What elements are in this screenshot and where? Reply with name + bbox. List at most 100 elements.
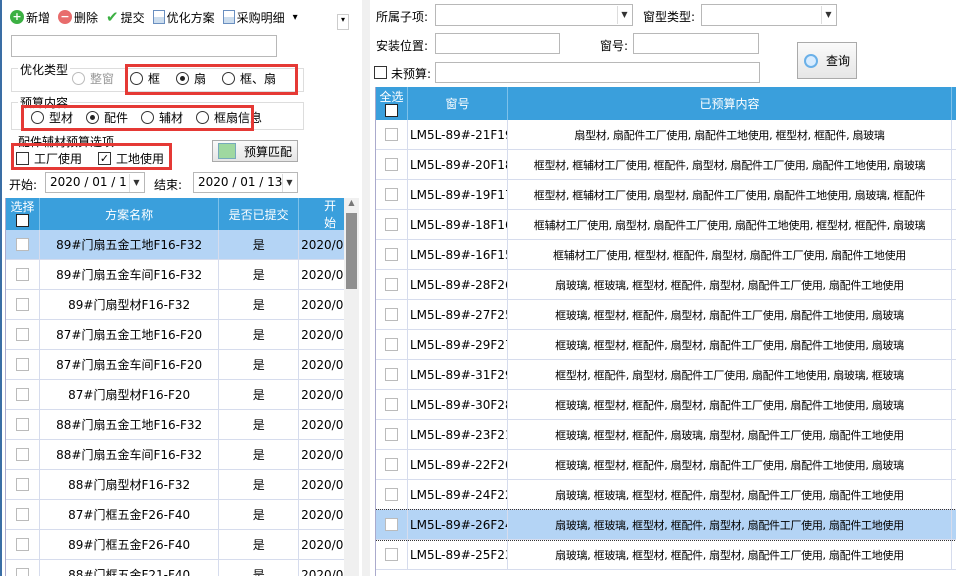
table-row[interactable]: LM5L-89#-26F24 扇玻璃, 框玻璃, 框型材, 框配件, 扇型材, 扇…: [376, 509, 956, 541]
row-select-cell[interactable]: [6, 230, 40, 259]
budget-option-0[interactable]: 型材: [31, 109, 73, 126]
toolbar-button-2[interactable]: ✔ 提交: [106, 8, 145, 26]
chevron-down-icon[interactable]: ▼: [821, 6, 835, 24]
row-select-cell[interactable]: [6, 380, 40, 409]
table-row[interactable]: LM5L-89#-30F28 框玻璃, 框型材, 框配件, 扇型材, 扇配件工厂使…: [376, 390, 956, 420]
table-row[interactable]: LM5L-89#-29F27 框玻璃, 框型材, 框配件, 扇型材, 扇配件工厂使…: [376, 330, 956, 360]
row-select-cell[interactable]: [6, 560, 40, 576]
row-select-cell[interactable]: [376, 330, 408, 359]
row-checkbox[interactable]: [385, 308, 398, 321]
radio-button[interactable]: [86, 111, 100, 124]
select-all-checkbox[interactable]: [385, 103, 398, 117]
toolbar-more-icon[interactable]: ▾: [292, 11, 298, 23]
budget-match-button[interactable]: 预算匹配: [212, 140, 298, 162]
splitter[interactable]: [362, 0, 370, 576]
scrollbar[interactable]: ▲: [344, 198, 359, 576]
table-row[interactable]: 87#门框五金F26-F40 是 2020/0: [6, 500, 345, 530]
plan-name-input[interactable]: [11, 35, 277, 57]
row-checkbox[interactable]: [15, 478, 29, 491]
row-checkbox[interactable]: [15, 298, 29, 311]
toolbar-button-4[interactable]: 采购明细: [222, 9, 285, 26]
row-checkbox[interactable]: [15, 568, 29, 576]
table-row[interactable]: 89#门扇五金车间F16-F32 是 2020/0: [6, 260, 345, 290]
table-row[interactable]: 88#门框五金F21-F40 是 2020/0: [6, 560, 345, 576]
accessory-option-1[interactable]: ✓ 工地使用: [98, 152, 165, 166]
opt_type-option-2[interactable]: 扇: [176, 70, 206, 87]
radio-button[interactable]: [222, 72, 236, 85]
row-select-cell[interactable]: [6, 530, 40, 559]
chevron-down-icon[interactable]: ▼: [129, 174, 143, 192]
row-select-cell[interactable]: [376, 240, 408, 269]
table-row[interactable]: LM5L-89#-19F17 框型材, 框辅材工厂使用, 扇型材, 扇配件工厂使用…: [376, 180, 956, 210]
radio-button[interactable]: [141, 111, 155, 124]
budget-option-3[interactable]: 框扇信息: [196, 109, 262, 126]
row-select-cell[interactable]: [6, 440, 40, 469]
table-row[interactable]: 89#门框五金F26-F40 是 2020/0: [6, 530, 345, 560]
table-row[interactable]: LM5L-89#-16F15 框辅材工厂使用, 框型材, 框配件, 扇型材, 扇配…: [376, 240, 956, 270]
row-select-cell[interactable]: [376, 510, 408, 539]
budget-option-2[interactable]: 辅材: [141, 109, 183, 126]
col-window-no[interactable]: 窗号: [408, 87, 508, 120]
toolbar-button-3[interactable]: 优化方案: [152, 9, 215, 26]
row-select-cell[interactable]: [376, 150, 408, 179]
row-checkbox[interactable]: [385, 488, 398, 501]
table-row[interactable]: LM5L-89#-18F16 框辅材工厂使用, 扇型材, 扇配件工厂使用, 扇配件…: [376, 210, 956, 240]
table-row[interactable]: LM5L-89#-22F20 框玻璃, 框型材, 框配件, 扇型材, 扇配件工厂使…: [376, 450, 956, 480]
start-date-picker[interactable]: 2020 / 01 / 1 ▼: [45, 172, 145, 193]
table-row[interactable]: LM5L-89#-27F25 框玻璃, 框型材, 框配件, 扇型材, 扇配件工厂使…: [376, 300, 956, 330]
row-checkbox[interactable]: [385, 368, 398, 381]
row-checkbox[interactable]: [15, 538, 29, 551]
row-checkbox[interactable]: [15, 448, 29, 461]
table-row[interactable]: 88#门扇五金车间F16-F32 是 2020/0: [6, 440, 345, 470]
radio-button[interactable]: [130, 72, 144, 85]
end-date-picker[interactable]: 2020 / 01 / 13 ▼: [193, 172, 298, 193]
select-all-checkbox[interactable]: [15, 214, 29, 227]
row-select-cell[interactable]: [376, 270, 408, 299]
col-start[interactable]: 开始: [299, 198, 345, 230]
row-select-cell[interactable]: [6, 320, 40, 349]
location-input[interactable]: [435, 33, 560, 54]
toolbar-button-1[interactable]: − 删除: [58, 9, 98, 26]
chevron-down-icon[interactable]: ▼: [282, 174, 296, 192]
row-select-cell[interactable]: [376, 420, 408, 449]
table-row[interactable]: LM5L-89#-23F21 框玻璃, 框型材, 框配件, 扇玻璃, 扇型材, 扇…: [376, 420, 956, 450]
row-select-cell[interactable]: [6, 350, 40, 379]
table-row[interactable]: 87#门扇型材F16-F20 是 2020/0: [6, 380, 345, 410]
row-checkbox[interactable]: [15, 358, 29, 371]
row-checkbox[interactable]: [385, 518, 398, 531]
row-select-cell[interactable]: [376, 480, 408, 509]
row-checkbox[interactable]: [385, 158, 398, 171]
row-checkbox[interactable]: [385, 278, 398, 291]
row-checkbox[interactable]: [385, 128, 398, 141]
table-row[interactable]: 88#门扇型材F16-F32 是 2020/0: [6, 470, 345, 500]
table-row[interactable]: 87#门扇五金车间F16-F20 是 2020/0: [6, 350, 345, 380]
scroll-up-icon[interactable]: ▲: [348, 198, 355, 207]
radio-button[interactable]: [31, 111, 44, 124]
toolbar-overflow-button[interactable]: ▾: [337, 14, 349, 30]
table-row[interactable]: LM5L-89#-20F18 框型材, 框辅材工厂使用, 框配件, 扇型材, 扇配…: [376, 150, 956, 180]
radio-button[interactable]: [196, 111, 210, 124]
row-checkbox[interactable]: [385, 338, 398, 351]
table-row[interactable]: LM5L-89#-28F26 扇玻璃, 框玻璃, 框型材, 框配件, 扇型材, 扇…: [376, 270, 956, 300]
checkbox[interactable]: ✓: [98, 152, 112, 165]
row-select-cell[interactable]: [376, 120, 408, 149]
table-row[interactable]: LM5L-89#-31F29 框型材, 框配件, 扇型材, 扇配件工厂使用, 扇配…: [376, 360, 956, 390]
row-checkbox[interactable]: [15, 328, 29, 341]
row-select-cell[interactable]: [376, 450, 408, 479]
row-checkbox[interactable]: [15, 268, 29, 281]
table-row[interactable]: 87#门扇五金工地F16-F20 是 2020/0: [6, 320, 345, 350]
row-checkbox[interactable]: [385, 428, 398, 441]
unbudgeted-checkbox[interactable]: [374, 66, 387, 79]
table-row[interactable]: LM5L-89#-25F23 扇玻璃, 框玻璃, 框型材, 框配件, 扇型材, 扇…: [376, 540, 956, 570]
row-checkbox[interactable]: [385, 188, 398, 201]
scroll-thumb[interactable]: [346, 213, 357, 289]
row-checkbox[interactable]: [15, 388, 29, 401]
row-checkbox[interactable]: [385, 548, 398, 561]
col-plan-name[interactable]: 方案名称: [40, 198, 220, 230]
budget-option-1[interactable]: 配件: [86, 109, 128, 126]
row-checkbox[interactable]: [15, 508, 29, 521]
row-checkbox[interactable]: [385, 458, 398, 471]
row-select-cell[interactable]: [376, 390, 408, 419]
row-select-cell[interactable]: [376, 540, 408, 569]
toolbar-button-0[interactable]: + 新增: [10, 9, 50, 26]
